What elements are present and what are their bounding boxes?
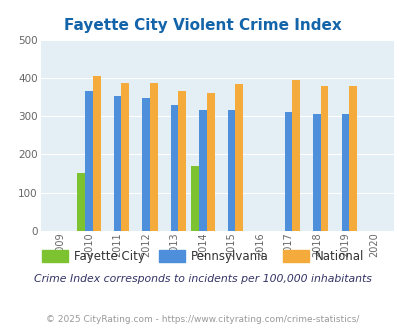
Text: © 2025 CityRating.com - https://www.cityrating.com/crime-statistics/: © 2025 CityRating.com - https://www.city…	[46, 315, 359, 324]
Bar	[292, 80, 299, 231]
Bar	[77, 173, 85, 231]
Bar	[198, 110, 206, 231]
Bar	[121, 83, 129, 231]
Bar	[113, 96, 121, 231]
Legend: Fayette City, Pennsylvania, National: Fayette City, Pennsylvania, National	[37, 245, 368, 268]
Bar	[284, 112, 292, 231]
Bar	[348, 85, 356, 231]
Bar	[170, 106, 178, 231]
Bar	[191, 166, 198, 231]
Bar	[320, 85, 328, 231]
Bar	[149, 83, 157, 231]
Bar	[312, 114, 320, 231]
Bar	[85, 91, 93, 231]
Bar	[227, 110, 235, 231]
Bar	[235, 84, 242, 231]
Bar	[142, 98, 149, 231]
Bar	[206, 93, 214, 231]
Bar	[93, 76, 100, 231]
Bar	[341, 114, 348, 231]
Text: Crime Index corresponds to incidents per 100,000 inhabitants: Crime Index corresponds to incidents per…	[34, 274, 371, 284]
Text: Fayette City Violent Crime Index: Fayette City Violent Crime Index	[64, 18, 341, 33]
Bar	[178, 90, 185, 231]
